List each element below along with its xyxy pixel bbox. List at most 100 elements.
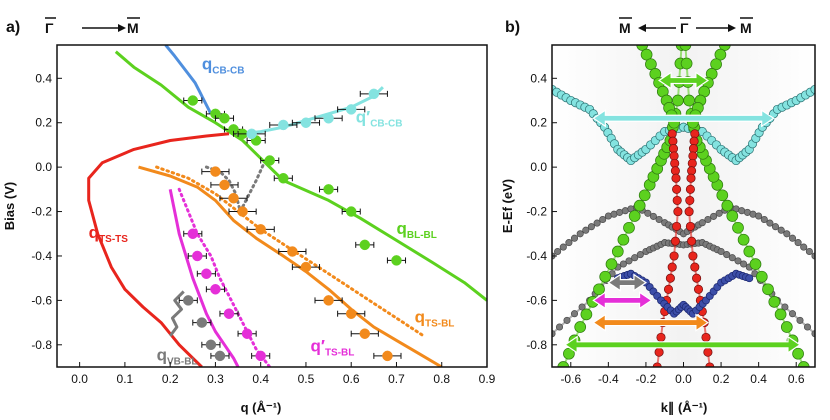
panel-a-label: a) <box>6 19 20 36</box>
band-dot-gray-band-inner <box>781 303 789 311</box>
data-point-magenta <box>201 268 212 279</box>
data-point-magenta <box>192 250 203 262</box>
ticks-b: -0.6 -0.4 -0.2 0.0 0.2 0.4 0.6 0.4 0.2 0.0 -0.2 -0.… <box>526 71 805 386</box>
band-dot-green-cone-left <box>593 283 605 296</box>
b-y-tick-label: -0.2 <box>526 205 547 219</box>
band-dot-green-cone-right <box>732 221 744 234</box>
band-dot-green-cone-right <box>792 347 804 360</box>
data-point-cyan <box>368 88 380 100</box>
band-dot-gray-band-outer <box>587 223 595 231</box>
b-y-tick-label: 0.0 <box>530 160 547 174</box>
header-arrowhead-b-right <box>728 24 736 32</box>
data-point-green <box>359 239 371 251</box>
data-point-orange <box>228 192 239 204</box>
curve-q_VB-BL <box>169 290 185 337</box>
band-dot-red-band-right <box>703 347 713 357</box>
data-point-magenta <box>255 350 266 362</box>
band-dot-gray-band-inner <box>740 260 748 268</box>
a-y-tick-label: -0.4 <box>31 249 52 263</box>
band-dot-green-cone-left <box>638 189 651 202</box>
curve-label-q_BL-BL: qBL-BL <box>396 219 436 241</box>
data-point-orange <box>210 166 221 177</box>
data-point-gray <box>196 317 208 328</box>
band-dot-gray-band-outer <box>593 219 601 227</box>
data-point-magenta <box>210 284 221 295</box>
b-y-tick-label: -0.8 <box>526 338 547 352</box>
band-dot-green-cone-left <box>574 321 587 333</box>
band-dot-red-band-left <box>669 251 679 261</box>
band-dot-green-cone-right <box>755 270 768 283</box>
band-dot-red-band-right <box>685 221 695 231</box>
a-x-tick-label: 0.0 <box>71 372 88 386</box>
band-dot-gray-band-outer <box>760 215 768 224</box>
green-arrow-bottom <box>564 335 802 354</box>
magenta-arrow <box>592 291 653 310</box>
green-arrow-top <box>657 71 710 90</box>
band-dot-green-cone-left <box>563 347 575 360</box>
a-x-tick-label: 0.2 <box>162 372 179 386</box>
curve-label-q_TS-TS: qTS-TS <box>89 223 129 245</box>
band-dot-gray-band-inner <box>734 257 742 265</box>
band-dot-gray-band-outer <box>599 215 607 224</box>
data-point-gray <box>205 339 217 351</box>
band-dot-green-cone-left <box>580 308 593 321</box>
curve-label-q'_TS-BL: q′TS-BL <box>310 336 354 358</box>
a-x-tick-label: 0.8 <box>433 372 450 386</box>
a-x-tick-label: 0.3 <box>207 372 224 386</box>
band-dot-gray-band-outer <box>788 234 797 242</box>
curve-q'_CB-CB <box>242 86 384 136</box>
band-dot-gray-band-outer <box>766 219 774 227</box>
band-dot-gray-band-inner <box>728 254 736 262</box>
panel-b-header-left: M <box>619 20 631 36</box>
panel-a-header-from: Γ <box>45 20 54 36</box>
curve-q_TS-TS <box>87 132 230 367</box>
band-dot-gray-band-inner <box>625 257 633 265</box>
band-dot-red-band-left <box>672 184 682 194</box>
dotted-curve-gray <box>204 159 267 216</box>
b-x-tick-label: 0.6 <box>788 372 805 386</box>
band-dot-gray-band-outer <box>698 219 706 227</box>
band-dot-green-cone-right <box>743 245 756 258</box>
a-y-tick-label: 0.0 <box>35 160 52 174</box>
band-dot-gray-band-inner <box>788 310 797 318</box>
y-axis-label-a: Bias (V) <box>2 182 17 230</box>
cyan-arrow <box>592 109 775 128</box>
curve-label-q'_CB-CB: q′CB-CB <box>356 108 403 130</box>
axes-frame-a <box>56 44 488 368</box>
band-dot-gray-band-outer <box>783 230 791 238</box>
band-dot-gray-band-outer <box>704 215 712 224</box>
band-dot-gray-band-outer <box>644 209 652 217</box>
header-arrowhead-b-left <box>638 24 646 32</box>
band-dot-green-cone-left <box>605 258 618 270</box>
band-dot-gray-band-inner <box>631 254 639 262</box>
band-dot-red-band-left <box>667 262 677 272</box>
band-dot-gray-band-inner <box>636 251 644 259</box>
band-dot-green-cone-right <box>721 199 734 212</box>
data-point-orange <box>323 295 334 306</box>
b-y-tick-label: -0.6 <box>526 293 547 307</box>
band-dot-red-band-left <box>671 173 681 183</box>
panel-b-header-center: Γ <box>680 20 689 36</box>
panel-a: a) Γ M qCB-CB q′CB-CB qBL-BL qTS-TS qTS-BL q′… <box>2 17 496 415</box>
band-dot-red-band-right <box>685 195 695 205</box>
panel-a-header-to: M <box>127 20 139 36</box>
y-axis-label-b: E-Ef (eV) <box>500 179 515 233</box>
panel-b-label: b) <box>505 19 520 36</box>
band-dot-red-band-left <box>673 207 683 217</box>
band-dot-green-upper-left <box>645 58 657 71</box>
orange-arrow <box>592 313 710 332</box>
band-dot-red-band-left <box>654 347 664 357</box>
data-point-green <box>264 155 275 166</box>
data-point-green <box>323 184 334 195</box>
data-point-cyan <box>323 113 334 124</box>
band-dot-gray-band-outer <box>771 223 780 231</box>
data-point-orange <box>255 224 266 235</box>
data-point-green <box>219 113 230 124</box>
data-point-orange <box>382 350 393 362</box>
band-dot-red-band-left <box>670 236 680 246</box>
band-dot-green-cone-left <box>557 361 570 367</box>
data-point-green <box>345 206 357 217</box>
x-axis-label-b: k∥ (Å⁻¹) <box>661 400 708 416</box>
data-point-cyan <box>278 119 289 131</box>
x-axis-label-a: q (Å⁻¹) <box>241 400 282 415</box>
